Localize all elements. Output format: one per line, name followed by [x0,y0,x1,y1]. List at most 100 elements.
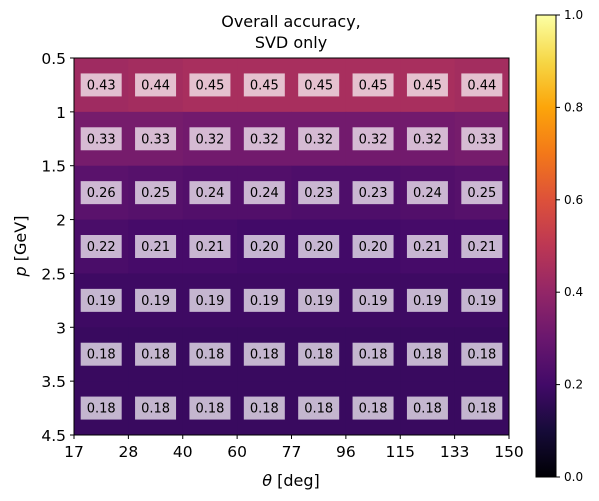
y-tick-label: 0.5 [41,50,66,68]
cell-value-label: 0.18 [141,348,170,363]
cell-label-box [80,396,122,420]
cell-label-box [243,342,285,366]
cell-value-label: 0.23 [304,186,333,201]
chart-title-line-1: Overall accuracy, [221,12,361,31]
cell-value-label: 0.19 [304,294,333,309]
cell-label-box [352,181,394,205]
cell-value-label: 0.26 [87,186,116,201]
cell-value-label: 0.32 [359,132,388,147]
cell-label-box [461,181,503,205]
cell-label-box [406,288,448,312]
cell-value-label: 0.33 [141,132,170,147]
cell-label-box [189,288,231,312]
cell-value-label: 0.24 [250,186,279,201]
cell-value-label: 0.21 [413,240,442,255]
cell-value-label: 0.45 [304,78,333,93]
cell-value-label: 0.43 [87,78,116,93]
cell-label-box [189,181,231,205]
x-tick-label: 40 [173,443,193,461]
cell-value-label: 0.18 [87,348,116,363]
cell-value-label: 0.45 [359,78,388,93]
y-axis-label-unit: [GeV] [11,216,30,267]
cell-label-box [243,235,285,258]
cell-label-box [135,396,177,420]
colorbar-tick-label: 0.2 [564,378,583,392]
y-tick-label: 3 [56,319,66,337]
x-axis: 17 28 40 60 77 96 115 133 150 [64,435,524,461]
cell-label-box [243,396,285,420]
colorbar-tick-label: 0.8 [564,100,583,114]
cell-value-label: 0.45 [195,78,224,93]
y-axis-label: p [GeV] [11,216,30,278]
cell-label-box [189,127,231,151]
cell-value-label: 0.25 [141,186,170,201]
cell-label-box [243,73,285,97]
cell-value-label: 0.21 [141,240,170,255]
y-tick-label: 1 [56,104,66,122]
cell-label-box [243,181,285,205]
cell-label-box [406,342,448,366]
cell-label-box [461,396,503,420]
cell-value-label: 0.19 [467,294,496,309]
cell-label-box [135,342,177,366]
x-tick-label: 77 [282,443,302,461]
cell-value-label: 0.25 [467,186,496,201]
cell-value-label: 0.33 [87,132,116,147]
cell-value-label: 0.20 [250,240,279,255]
cell-value-label: 0.23 [359,186,388,201]
cell-value-label: 0.45 [413,78,442,93]
colorbar [535,14,557,478]
cell-value-label: 0.18 [304,348,333,363]
cell-label-box [80,73,122,97]
heatmap-cell-labels: 0.43 0.44 0.45 0.45 0.45 0.45 0.45 0.44 0.33 0.33… [80,73,503,420]
y-tick-label: 1.5 [41,158,66,176]
cell-label-box [80,342,122,366]
cell-label-box [80,288,122,312]
x-tick-label: 60 [227,443,247,461]
cell-value-label: 0.18 [250,402,279,417]
cell-label-box [189,73,231,97]
chart-title-line-2: SVD only [255,33,327,52]
cell-label-box [298,396,340,420]
cell-value-label: 0.44 [141,78,170,93]
cell-value-label: 0.19 [141,294,170,309]
cell-value-label: 0.19 [359,294,388,309]
cell-value-label: 0.24 [413,186,442,201]
cell-value-label: 0.18 [195,348,224,363]
x-tick-label: 96 [336,443,356,461]
cell-value-label: 0.19 [250,294,279,309]
cell-label-box [406,181,448,205]
cell-label-box [298,235,340,258]
x-tick-label: 28 [119,443,139,461]
cell-label-box [406,127,448,151]
x-axis-label-symbol: θ [262,471,272,490]
y-tick-label: 2 [56,212,66,230]
cell-label-box [352,235,394,258]
x-axis-label: θ [deg] [262,471,320,490]
cell-label-box [189,342,231,366]
cell-label-box [298,288,340,312]
cell-label-box [298,73,340,97]
cell-value-label: 0.19 [195,294,224,309]
cell-label-box [80,235,122,258]
cell-label-box [406,73,448,97]
cell-label-box [406,235,448,258]
cell-value-label: 0.44 [467,78,496,93]
cell-value-label: 0.32 [195,132,224,147]
cell-value-label: 0.18 [87,402,116,417]
cell-value-label: 0.32 [304,132,333,147]
cell-label-box [243,127,285,151]
cell-label-box [406,396,448,420]
cell-value-label: 0.19 [87,294,116,309]
y-tick-label: 4.5 [41,427,66,445]
cell-label-box [298,181,340,205]
cell-value-label: 0.20 [304,240,333,255]
cell-value-label: 0.18 [195,402,224,417]
x-axis-label-unit: [deg] [272,471,320,490]
cell-label-box [189,235,231,258]
cell-value-label: 0.32 [250,132,279,147]
y-tick-label: 2.5 [41,265,66,283]
cell-value-label: 0.33 [467,132,496,147]
cell-label-box [461,73,503,97]
cell-value-label: 0.18 [304,402,333,417]
